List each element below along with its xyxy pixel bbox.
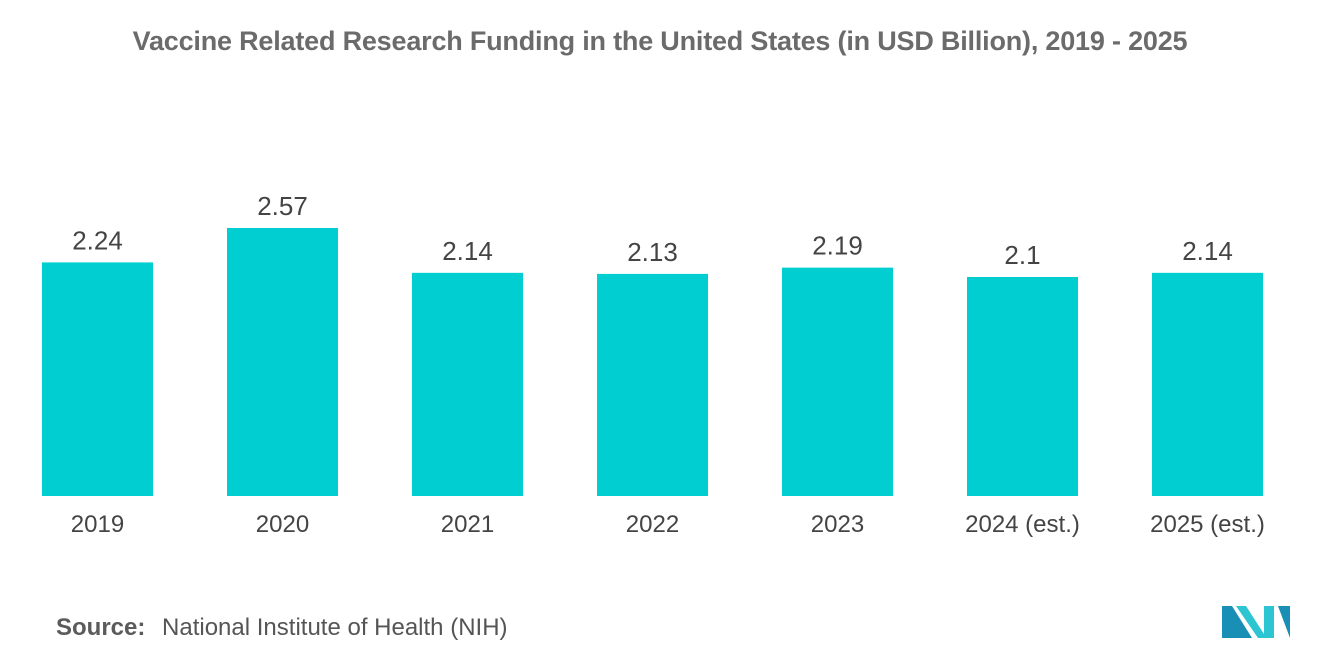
x-tick-label-2023: 2023 — [811, 511, 864, 538]
value-label-2023: 2.19 — [812, 231, 863, 261]
bar-2020 — [227, 228, 338, 496]
bar-2023 — [782, 267, 893, 496]
x-tick-label-2022: 2022 — [626, 511, 679, 538]
bar-2021 — [412, 272, 523, 496]
logo-mid-shape — [1236, 606, 1274, 638]
bar-2025 (est.) — [1152, 272, 1263, 496]
x-tick-label-2019: 2019 — [71, 511, 124, 538]
source-note: Source: National Institute of Health (NI… — [56, 614, 508, 642]
chart-title: Vaccine Related Research Funding in the … — [132, 26, 1188, 56]
value-label-2024 (est.): 2.1 — [1004, 240, 1040, 270]
bar-2024 (est.) — [967, 277, 1078, 496]
x-tick-label-2020: 2020 — [256, 511, 309, 538]
value-label-2020: 2.57 — [257, 191, 308, 221]
logo-right-shape — [1278, 606, 1290, 638]
x-tick-label-2025 (est.): 2025 (est.) — [1150, 511, 1265, 538]
source-text: National Institute of Health (NIH) — [162, 614, 508, 641]
value-label-2021: 2.14 — [442, 236, 493, 266]
value-label-2025 (est.): 2.14 — [1182, 236, 1233, 266]
x-tick-label-2021: 2021 — [441, 511, 494, 538]
logo-left-shape — [1222, 606, 1252, 638]
value-label-2019: 2.24 — [72, 225, 123, 255]
value-label-2022: 2.13 — [627, 237, 678, 267]
x-tick-label-2024 (est.): 2024 (est.) — [965, 511, 1080, 538]
source-label: Source: — [56, 614, 146, 641]
bar-2022 — [597, 273, 708, 496]
mordor-logo-icon — [1222, 600, 1290, 643]
bar-2019 — [42, 262, 153, 496]
